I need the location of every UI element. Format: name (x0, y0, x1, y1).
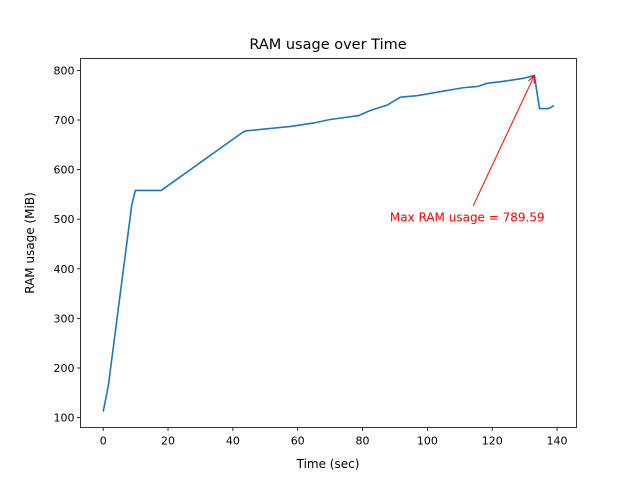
x-tick-label: 140 (547, 435, 568, 448)
x-axis-label: Time (sec) (296, 457, 360, 471)
x-tick-label: 20 (161, 435, 175, 448)
x-tick-label: 100 (417, 435, 438, 448)
annotation-label: Max RAM usage = 789.59 (390, 211, 545, 225)
series-line (102, 74, 555, 412)
x-tick-label: 120 (482, 435, 503, 448)
y-tick-label: 200 (54, 362, 75, 375)
y-tick-label: 100 (54, 412, 75, 425)
x-tick-label: 0 (100, 435, 107, 448)
annotation-arrow (472, 75, 535, 206)
y-tick-label: 500 (54, 213, 75, 226)
y-tick-label: 600 (54, 164, 75, 177)
y-axis-label: RAM usage (MiB) (23, 192, 37, 294)
annotation-arrowhead (528, 74, 535, 84)
y-tick-label: 400 (54, 263, 75, 276)
x-tick-label: 80 (356, 435, 370, 448)
y-tick-label: 300 (54, 312, 75, 325)
x-tick-label: 60 (291, 435, 305, 448)
y-tick-label: 700 (54, 114, 75, 127)
x-tick-label: 40 (226, 435, 240, 448)
plot-frame (80, 58, 577, 428)
y-tick-label: 800 (54, 64, 75, 77)
chart-title: RAM usage over Time (249, 37, 406, 53)
